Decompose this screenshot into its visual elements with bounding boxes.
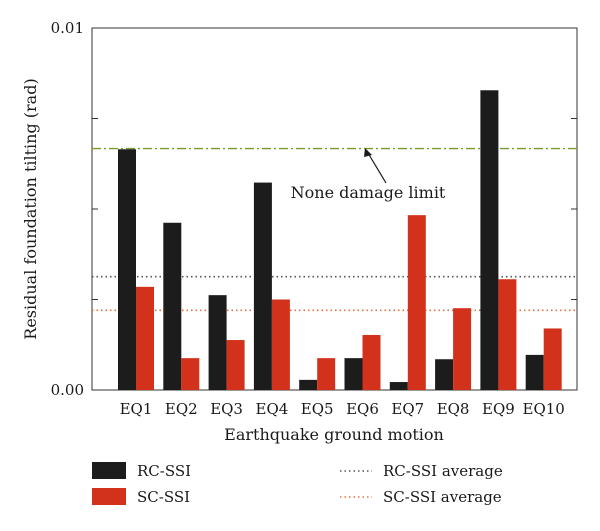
bar-rc-ssi-eq5 [299, 379, 318, 390]
x-tick-label: EQ2 [165, 400, 198, 418]
legend-swatch-sc-ssi [92, 488, 126, 505]
bar-rc-ssi-eq4 [253, 182, 272, 390]
bar-sc-ssi-eq3 [226, 340, 245, 390]
y-axis-ticks: 0.00 0.01 [51, 19, 577, 399]
x-tick-label: EQ3 [210, 400, 243, 418]
bar-rc-ssi-eq8 [435, 359, 454, 390]
bar-rc-ssi-eq7 [389, 382, 408, 390]
bar-sc-ssi-eq1 [136, 286, 154, 390]
y-axis-label: Residual foundation tilting (rad) [21, 78, 40, 339]
bar-rc-ssi-eq6 [344, 358, 363, 390]
bar-rc-ssi-eq9 [480, 90, 499, 390]
bars [118, 90, 562, 390]
x-axis-tick-labels: EQ1 EQ2 EQ3 EQ4 EQ5 EQ6 EQ7 EQ8 EQ9 EQ10 [120, 400, 565, 418]
x-tick-label: EQ10 [523, 400, 565, 418]
x-tick-label: EQ4 [256, 400, 289, 418]
legend-label-rc-ssi-average: RC-SSI average [383, 462, 503, 480]
y-tick-label: 0.01 [51, 19, 84, 37]
bar-rc-ssi-eq10 [525, 354, 544, 390]
bar-sc-ssi-eq4 [271, 299, 290, 390]
annotation-arrow-line [367, 152, 387, 184]
bar-rc-ssi-eq3 [208, 295, 227, 390]
y-tick-label: 0.00 [51, 381, 84, 399]
bar-sc-ssi-eq9 [498, 279, 517, 390]
x-tick-label: EQ8 [437, 400, 470, 418]
bar-sc-ssi-eq5 [317, 358, 336, 390]
bar-sc-ssi-eq6 [362, 334, 381, 390]
legend-label-rc-ssi: RC-SSI [137, 462, 191, 480]
x-tick-label: EQ1 [120, 400, 153, 418]
legend-label-sc-ssi-average: SC-SSI average [383, 488, 502, 506]
x-tick-label: EQ7 [391, 400, 424, 418]
x-tick-label: EQ9 [482, 400, 515, 418]
annotation-none-damage-limit: None damage limit [291, 183, 446, 202]
annotation-arrowhead [364, 148, 372, 157]
bar-sc-ssi-eq7 [407, 215, 426, 390]
none-damage-limit-annotation: None damage limit [291, 148, 446, 202]
x-tick-label: EQ6 [346, 400, 379, 418]
bar-sc-ssi-eq8 [453, 308, 472, 390]
legend-label-sc-ssi: SC-SSI [137, 488, 190, 506]
bar-rc-ssi-eq2 [163, 222, 182, 390]
legend-swatch-rc-ssi [92, 462, 126, 479]
x-tick-label: EQ5 [301, 400, 334, 418]
bar-rc-ssi-eq1 [118, 149, 136, 390]
x-axis-label: Earthquake ground motion [224, 425, 444, 444]
bar-sc-ssi-eq10 [543, 328, 562, 390]
legend: RC-SSI SC-SSI RC-SSI average SC-SSI aver… [92, 462, 503, 506]
bar-sc-ssi-eq2 [181, 358, 200, 390]
